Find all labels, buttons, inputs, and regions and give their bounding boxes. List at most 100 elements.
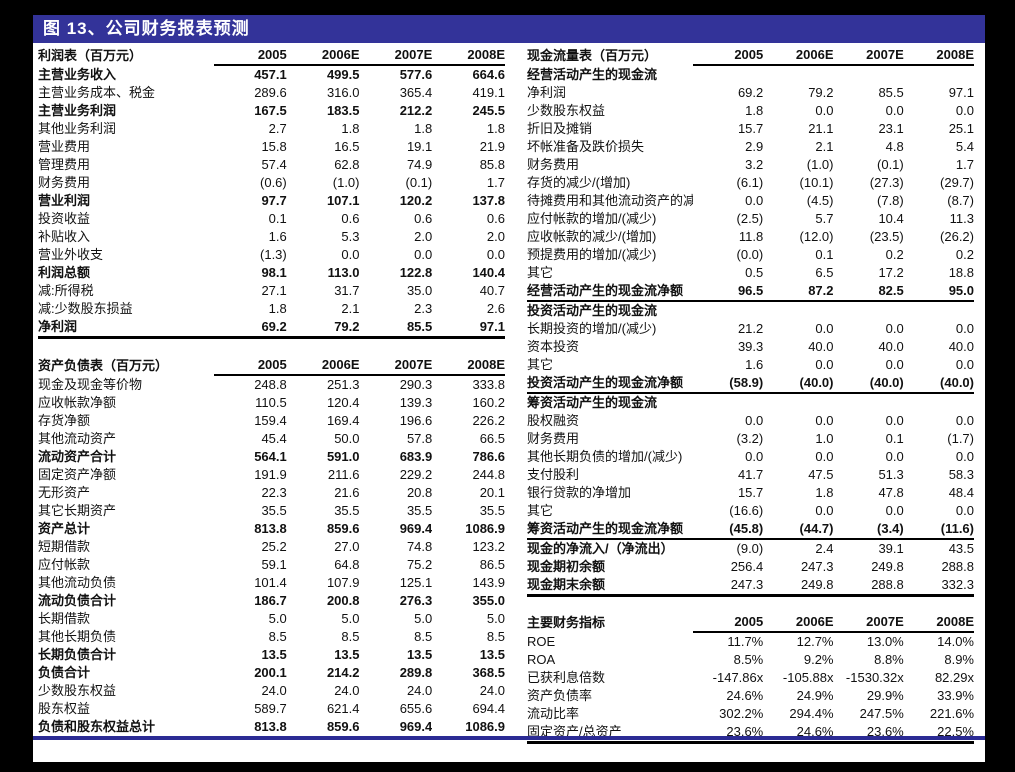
row-label: 其他业务利润 — [38, 121, 117, 136]
year-column-header: 2007E — [833, 46, 904, 66]
cell-value: 59.1 — [261, 557, 287, 572]
cell-value: 289.8 — [399, 665, 433, 680]
table-row: 投资活动产生的现金流净额 (58.9) (40.0) (40.0) (40.0) — [527, 374, 974, 394]
row-label: 少数股东权益 — [527, 103, 606, 118]
cell-value: 0.0 — [815, 103, 834, 118]
table-row: 折旧及摊销 15.7 21.1 23.1 25.1 — [527, 120, 974, 138]
cell-value: 66.5 — [479, 431, 505, 446]
cell-value: 35.5 — [479, 503, 505, 518]
cell-value: -147.86x — [712, 670, 764, 685]
table-row: 现金及现金等价物 248.8 251.3 290.3 333.8 — [38, 375, 505, 394]
cell-value: 8.5% — [733, 652, 764, 667]
cell-value: 2.3 — [414, 301, 433, 316]
row-label: 其他流动资产 — [38, 431, 117, 446]
cell-value: 0.0 — [955, 321, 974, 336]
row-label: 其它 — [527, 503, 554, 518]
cell-value: (4.5) — [806, 193, 834, 208]
row-label: 投资活动产生的现金流 — [527, 303, 658, 318]
cell-value: 39.3 — [737, 339, 764, 354]
cell-value: (40.0) — [763, 374, 834, 394]
row-label: 财务费用 — [527, 157, 580, 172]
cell-value: 97.1 — [479, 319, 505, 334]
row-label: 主营业务收入 — [38, 66, 117, 82]
row-label: 经营活动产生的现金流 — [527, 66, 658, 82]
cell-value: 2.1 — [815, 139, 834, 154]
table-row: 应收帐款净额 110.5 120.4 139.3 160.2 — [38, 394, 505, 412]
cell-value: 211.6 — [327, 467, 360, 482]
cell-value: 294.4% — [789, 706, 834, 721]
row-label: 营业费用 — [38, 139, 91, 154]
cell-value: 0.0 — [885, 503, 904, 518]
row-label: 其他长期负债 — [38, 629, 117, 644]
row-label: 现金及现金等价物 — [38, 376, 143, 392]
table-row: 流动负债合计 186.7 200.8 276.3 355.0 — [38, 592, 505, 610]
table-row: 负债合计 200.1 214.2 289.8 368.5 — [38, 664, 505, 682]
cell-value: 79.2 — [334, 319, 360, 334]
cell-value: 14.0% — [937, 634, 974, 649]
cell-value: 813.8 — [254, 719, 287, 734]
cell-value: 419.1 — [472, 85, 505, 100]
cell-value: 0.0 — [955, 103, 974, 118]
cell-value: 200.8 — [326, 593, 360, 608]
row-label: 减:所得税 — [38, 283, 94, 298]
cell-value: 40.7 — [479, 283, 505, 298]
cell-value: 15.7 — [737, 485, 764, 500]
table-row: 少数股东权益 1.8 0.0 0.0 0.0 — [527, 102, 974, 120]
cell-value: 0.1 — [815, 247, 834, 262]
cell-value — [904, 301, 974, 320]
cell-value: 2.6 — [486, 301, 505, 316]
cell-value: 69.2 — [261, 319, 287, 334]
table-columns: 利润表（百万元） 2005 2006E 2007E 2008E 主营业务收入 457.1 49… — [33, 43, 985, 744]
table-row: 现金期初余额 256.4 247.3 249.8 288.8 — [527, 558, 974, 576]
cell-value: 191.9 — [254, 467, 287, 482]
row-label: 现金的净流入/（净流出） — [527, 541, 674, 556]
cell-value: 48.4 — [948, 485, 974, 500]
cell-value: 13.5 — [479, 647, 505, 662]
cell-value: 12.7% — [796, 634, 834, 649]
cell-value: 1.8 — [268, 301, 287, 316]
table-row: 少数股东权益 24.0 24.0 24.0 24.0 — [38, 682, 505, 700]
cell-value — [763, 301, 833, 320]
cell-value: 27.1 — [261, 283, 287, 298]
cell-value: 0.0 — [414, 247, 433, 262]
cell-value: 137.8 — [472, 193, 505, 208]
cell-value: 11.3 — [949, 211, 974, 226]
cell-value — [904, 65, 974, 84]
cell-value: 969.4 — [399, 521, 433, 536]
cell-value: 3.2 — [745, 157, 764, 172]
cell-value: 21.2 — [737, 321, 764, 336]
cell-value: 39.1 — [878, 541, 904, 556]
cell-value: 655.6 — [399, 701, 433, 716]
table-row: 经营活动产生的现金流净额 96.5 87.2 82.5 95.0 — [527, 282, 974, 302]
table-row: 支付股利 41.7 47.5 51.3 58.3 — [527, 466, 974, 484]
cell-value: 245.5 — [472, 103, 505, 118]
cell-value: (0.1) — [405, 175, 433, 190]
cell-value: 5.0 — [486, 611, 505, 626]
cell-value: 186.7 — [254, 593, 287, 608]
cell-value: 212.2 — [399, 103, 433, 118]
table-row: 经营活动产生的现金流 — [527, 65, 974, 84]
table-row: 其它 1.6 0.0 0.0 0.0 — [527, 356, 974, 374]
cell-value: (40.0) — [903, 374, 974, 394]
cell-value: 23.6% — [726, 724, 764, 739]
row-label: 应付帐款 — [38, 557, 91, 572]
row-label: 已获利息倍数 — [527, 670, 606, 685]
table-row: 其它长期资产 35.5 35.5 35.5 35.5 — [38, 502, 505, 520]
cell-value: (45.8) — [693, 520, 764, 540]
cell-value: 8.5 — [414, 629, 433, 644]
row-label: 待摊费用和其他流动资产的减少 — [527, 193, 693, 208]
cell-value: (3.4) — [833, 520, 904, 540]
row-label: 营业外收支 — [38, 247, 104, 262]
table-row: 财务费用 (3.2) 1.0 0.1 (1.7) — [527, 430, 974, 448]
cell-value: (58.9) — [693, 374, 764, 394]
table-row: 存货的减少/(增加) (6.1) (10.1) (27.3) (29.7) — [527, 174, 974, 192]
year-column-header: 2006E — [763, 613, 834, 633]
cell-value: 288.8 — [871, 577, 904, 592]
table-row: 净利润 69.2 79.2 85.5 97.1 — [527, 84, 974, 102]
cell-value: 13.5 — [261, 647, 287, 662]
cell-value: 0.0 — [885, 413, 904, 428]
row-label: 存货的减少/(增加) — [527, 175, 631, 190]
cell-value: 51.3 — [878, 467, 904, 482]
year-column-header: 2008E — [903, 46, 974, 66]
cell-value: (0.0) — [736, 247, 764, 262]
